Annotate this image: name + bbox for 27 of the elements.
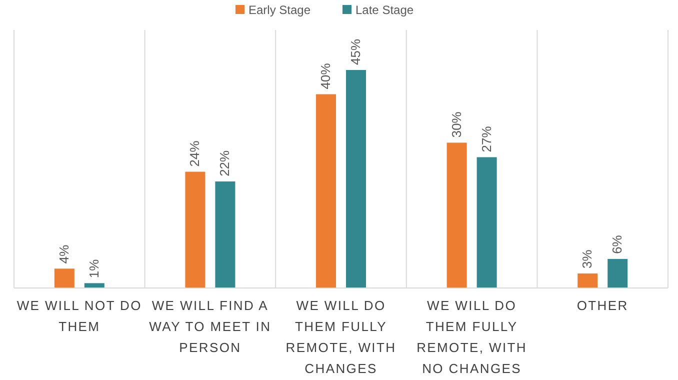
bar	[316, 94, 336, 288]
bar	[446, 142, 467, 288]
bar	[185, 172, 206, 288]
data-label: 1%	[86, 258, 102, 278]
bar	[215, 181, 236, 288]
data-label: 24%	[187, 140, 202, 167]
x-tick-label: WE WILL NOT DO THEM	[16, 298, 142, 334]
bar	[476, 157, 497, 288]
data-label: 4%	[56, 244, 72, 264]
bar	[346, 70, 366, 288]
data-label: 40%	[318, 62, 333, 90]
bar	[84, 283, 104, 288]
data-label: 3%	[580, 249, 595, 268]
legend-label: Late Stage	[356, 3, 414, 17]
bar	[608, 258, 628, 288]
x-tick-label: OTHER	[576, 298, 628, 313]
data-label: 30%	[448, 111, 464, 138]
data-label: 22%	[217, 150, 232, 176]
data-label: 45%	[348, 38, 363, 65]
x-tick-label: WE WILL FIND A WAY TO MEET IN PERSON	[149, 298, 272, 355]
data-label: 27%	[478, 126, 494, 152]
x-tick-label: WE WILL DO THEM FULLY REMOTE, WITH CHANGES	[286, 298, 396, 376]
x-tick-label: WE WILL DO THEM FULLY REMOTE, WITH NO CHANGES	[416, 298, 528, 376]
bar	[578, 273, 598, 288]
legend-label: Early Stage	[248, 3, 311, 17]
bar	[54, 268, 74, 288]
data-label: 6%	[610, 234, 625, 254]
